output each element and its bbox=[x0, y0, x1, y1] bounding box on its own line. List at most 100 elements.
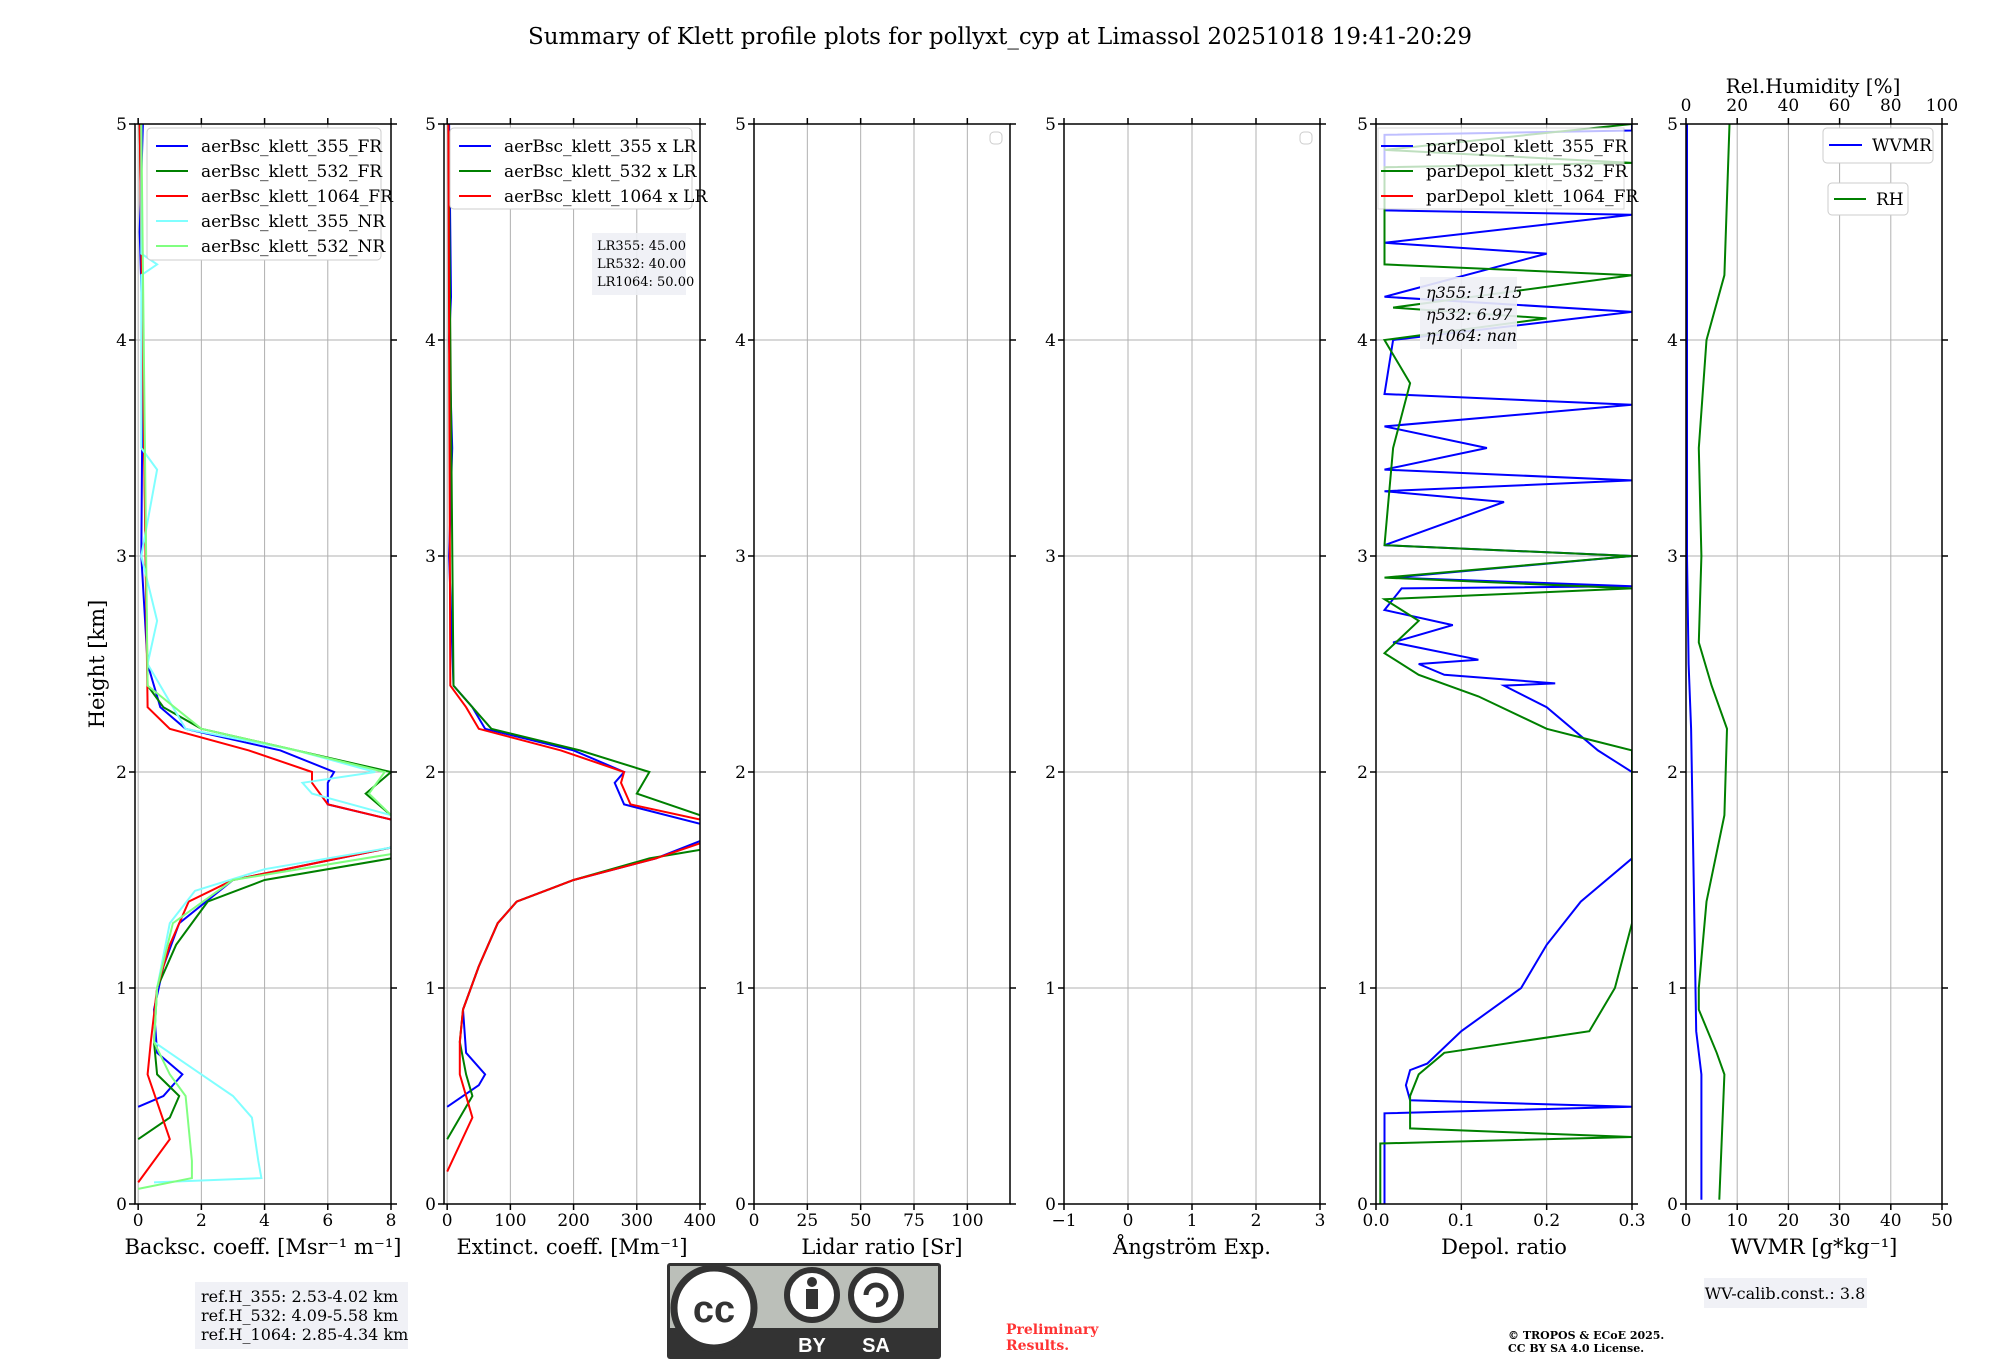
y-tick-label: 3 bbox=[1357, 547, 1368, 567]
x-tick-label: 20 bbox=[1778, 1211, 1800, 1231]
top-x-tick-label: 60 bbox=[1829, 96, 1851, 116]
x-tick-label: 50 bbox=[1931, 1211, 1953, 1231]
y-tick-label: 2 bbox=[1357, 763, 1368, 783]
y-tick-label: 0 bbox=[1045, 1195, 1056, 1215]
panel-depol: 0.0 0.1 0.2 0.3 0 1 2 3 4 5 Depol. ratio bbox=[1357, 115, 1645, 1259]
legend-label: aerBsc_klett_1064_FR bbox=[201, 187, 394, 207]
legend-label: aerBsc_klett_355_NR bbox=[201, 212, 386, 232]
x-tick-label: 0 bbox=[1123, 1211, 1134, 1231]
y-tick-label: 4 bbox=[1357, 331, 1368, 351]
y-tick-label: 1 bbox=[425, 979, 436, 999]
y-tick-label: 1 bbox=[735, 979, 746, 999]
x-tick-label: 0 bbox=[749, 1211, 760, 1231]
x-tick-label: 0 bbox=[133, 1211, 144, 1231]
axes-frame bbox=[1685, 123, 1943, 1205]
cc-icon bbox=[670, 1264, 758, 1352]
top-x-tick-label: 100 bbox=[1926, 96, 1958, 116]
legend-rh-label: RH bbox=[1876, 190, 1904, 210]
refh-355: ref.H_355: 2.53-4.02 km bbox=[201, 1287, 398, 1306]
x-tick-label: 4 bbox=[259, 1211, 270, 1231]
legend-wvmr-label: WVMR bbox=[1872, 136, 1933, 156]
x-tick-label: 25 bbox=[797, 1211, 819, 1231]
top-x-tick-label: 0 bbox=[1681, 96, 1692, 116]
x-tick-label: 8 bbox=[386, 1211, 397, 1231]
refh-annotation: ref.H_355: 2.53-4.02 km ref.H_532: 4.09-… bbox=[195, 1282, 408, 1349]
y-tick-label: 0 bbox=[425, 1195, 436, 1215]
svg-text:cc: cc bbox=[693, 1289, 735, 1331]
y-axis-label: Height [km] bbox=[85, 600, 109, 729]
x-tick-label: 2 bbox=[1251, 1211, 1262, 1231]
empty-legend-angstrom bbox=[1299, 131, 1313, 145]
y-tick-label: 1 bbox=[1667, 979, 1678, 999]
legend-label: aerBsc_klett_532 x LR bbox=[504, 162, 698, 182]
x-tick-label: 1 bbox=[1187, 1211, 1198, 1231]
series-pardepol-klett-355-fr bbox=[1382, 124, 1632, 1204]
x-tick-label: 50 bbox=[850, 1211, 872, 1231]
axes-frame bbox=[753, 123, 1011, 1205]
legend-backscatter: aerBsc_klett_355_FR aerBsc_klett_532_FRae… bbox=[146, 127, 394, 261]
lidar-ratio-annotation: LR355: 45.00 LR532: 40.00 LR1064: 50.00 bbox=[592, 233, 694, 295]
svg-text:SA: SA bbox=[862, 1335, 890, 1357]
y-tick-label: 0 bbox=[1357, 1195, 1368, 1215]
y-tick-label: 4 bbox=[1667, 331, 1678, 351]
x-axis-label: WVMR [g*kg⁻¹] bbox=[1731, 1235, 1898, 1259]
x-axis-label: Depol. ratio bbox=[1441, 1235, 1567, 1259]
legend-wvmr: WVMR bbox=[1822, 127, 1934, 164]
empty-legend-lidar-ratio bbox=[989, 131, 1003, 145]
y-tick-label: 2 bbox=[1045, 763, 1056, 783]
x-tick-label: 2 bbox=[196, 1211, 207, 1231]
y-tick-label: 3 bbox=[425, 547, 436, 567]
y-tick-label: 0 bbox=[735, 1195, 746, 1215]
legend-rh: RH bbox=[1827, 182, 1909, 216]
refh-1064: ref.H_1064: 2.85-4.34 km bbox=[201, 1325, 408, 1344]
top-x-tick-label: 80 bbox=[1880, 96, 1902, 116]
copyright-line-2: CC BY SA 4.0 License. bbox=[1508, 1342, 1644, 1355]
y-tick-label: 1 bbox=[1357, 979, 1368, 999]
series-aerbsc-klett-532-nr bbox=[138, 124, 391, 1190]
eta-355: η355: 11.15 bbox=[1426, 283, 1522, 302]
panel-extinction: 0 100 200 300 400 0 1 2 3 4 5 Extinct. coeff. [Mm⁻¹… bbox=[425, 115, 716, 1259]
lr-532: LR532: 40.00 bbox=[597, 257, 686, 272]
wv-calib-text: WV-calib.const.: 3.8 bbox=[1705, 1284, 1866, 1303]
series-wvmr bbox=[1686, 124, 1703, 1200]
legend-depol: parDepol_klett_355_FR parDepol_klett_532_… bbox=[1377, 127, 1639, 210]
x-axis-label: Backsc. coeff. [Msr⁻¹ m⁻¹] bbox=[125, 1235, 402, 1259]
top-x-tick-label: 20 bbox=[1726, 96, 1748, 116]
y-tick-label: 2 bbox=[735, 763, 746, 783]
y-tick-label: 4 bbox=[1045, 331, 1056, 351]
y-tick-label: 3 bbox=[735, 547, 746, 567]
x-tick-label: 6 bbox=[322, 1211, 333, 1231]
top-x-tick-label: 40 bbox=[1778, 96, 1800, 116]
eta-annotation: η355: 11.15 η532: 6.97 η1064: nan bbox=[1420, 277, 1522, 349]
x-tick-label: 400 bbox=[684, 1211, 716, 1231]
x-tick-label: −1 bbox=[1051, 1211, 1076, 1231]
series-aerbsc-klett-355-nr bbox=[140, 124, 391, 1184]
legend-extinction: aerBsc_klett_355 x LR aerBsc_klett_532 x … bbox=[449, 127, 708, 210]
eta-532: η532: 6.97 bbox=[1426, 305, 1513, 324]
y-tick-label: 0 bbox=[116, 1195, 127, 1215]
sa-share-alike-icon bbox=[848, 1267, 904, 1323]
series-rh bbox=[1697, 124, 1731, 1200]
legend-label: parDepol_klett_355_FR bbox=[1426, 137, 1629, 157]
y-tick-label: 2 bbox=[1667, 763, 1678, 783]
preliminary-label-2: Results. bbox=[1006, 1338, 1069, 1354]
rh-axis-label: Rel.Humidity [%] bbox=[1726, 74, 1901, 98]
legend-label: parDepol_klett_532_FR bbox=[1426, 162, 1629, 182]
x-axis-label: Extinct. coeff. [Mm⁻¹] bbox=[456, 1235, 687, 1259]
eta-1064: η1064: nan bbox=[1426, 326, 1517, 345]
x-tick-label: 100 bbox=[951, 1211, 983, 1231]
x-axis-label: Lidar ratio [Sr] bbox=[801, 1235, 962, 1259]
series-aerbsc-klett-1064-x-lr bbox=[446, 124, 700, 1173]
svg-text:BY: BY bbox=[798, 1335, 826, 1357]
y-tick-label: 2 bbox=[425, 763, 436, 783]
x-tick-label: 3 bbox=[1315, 1211, 1326, 1231]
legend-label: aerBsc_klett_355_FR bbox=[201, 137, 383, 157]
y-tick-label: 5 bbox=[1357, 115, 1368, 135]
lr-1064: LR1064: 50.00 bbox=[597, 275, 694, 290]
y-tick-label: 5 bbox=[735, 115, 746, 135]
x-tick-label: 0.2 bbox=[1533, 1211, 1560, 1231]
legend-label: aerBsc_klett_532_NR bbox=[201, 237, 386, 257]
panel-lidar-ratio: 0 25 50 75 100 0 1 2 3 4 5 Lidar ratio [Sr] bbox=[735, 115, 1016, 1259]
